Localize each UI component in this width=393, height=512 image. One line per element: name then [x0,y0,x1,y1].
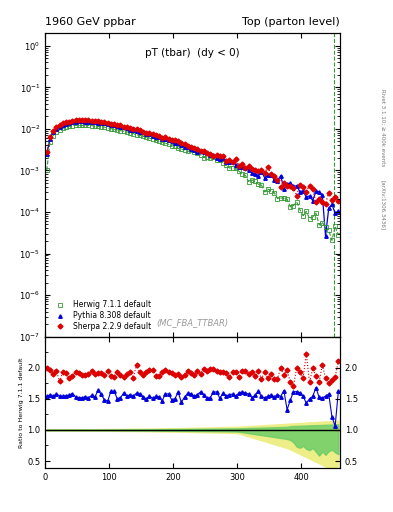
Text: pT (tbar)  (dy < 0): pT (tbar) (dy < 0) [145,49,240,58]
Text: Rivet 3.1.10; ≥ 400k events: Rivet 3.1.10; ≥ 400k events [381,90,386,166]
Text: (MC_FBA_TTBAR): (MC_FBA_TTBAR) [156,318,229,328]
Legend: Herwig 7.1.1 default, Pythia 8.308 default, Sherpa 2.2.9 default: Herwig 7.1.1 default, Pythia 8.308 defau… [49,299,152,333]
Text: Top (parton level): Top (parton level) [242,16,340,27]
Text: 1960 GeV ppbar: 1960 GeV ppbar [45,16,136,27]
Y-axis label: Ratio to Herwig 7.1.1 default: Ratio to Herwig 7.1.1 default [19,357,24,448]
Text: [arXiv:1306.3436]: [arXiv:1306.3436] [381,180,386,230]
